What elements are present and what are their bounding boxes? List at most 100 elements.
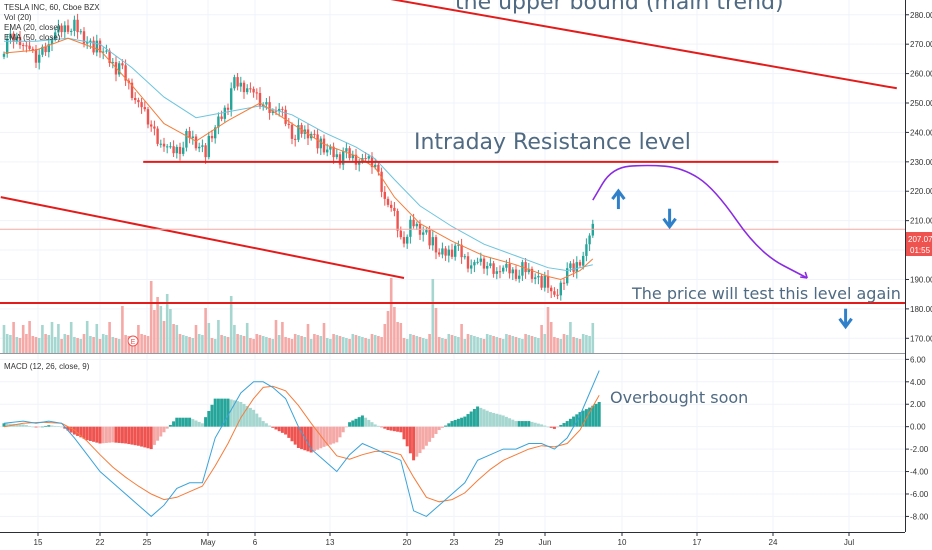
volume-bar: [473, 336, 476, 353]
candle-body: [172, 146, 175, 154]
volume-bar: [469, 335, 473, 353]
volume-bar: [137, 325, 140, 353]
volume-bar: [373, 335, 377, 353]
volume-bar: [213, 339, 217, 353]
lower-trendline: [0, 196, 405, 279]
time-axis-tick-label: 6: [253, 538, 258, 547]
time-axis-tick-label: 23: [450, 538, 459, 547]
candle-body: [428, 230, 431, 246]
volume-bar: [194, 325, 198, 353]
macd-histogram-bar: [149, 426, 153, 450]
volume-bar: [98, 339, 102, 353]
macd-histogram-bar: [258, 417, 262, 427]
candle-body: [105, 50, 108, 52]
volume-bar: [242, 336, 246, 353]
candle-body: [415, 223, 418, 227]
macd-pane: [0, 358, 905, 518]
macd-histogram-bar: [325, 426, 329, 446]
candle-body: [434, 237, 438, 253]
macd-histogram-bar: [152, 426, 156, 445]
volume-bar: [290, 339, 294, 353]
volume-bar: [5, 334, 9, 353]
symbol-label[interactable]: TESLA INC, 60, Cboe BZX: [4, 3, 100, 12]
macd-indicator-label[interactable]: MACD (12, 26, close, 9): [4, 362, 90, 371]
macd-histogram-bar: [245, 405, 249, 427]
macd-histogram-bar: [168, 424, 172, 427]
macd-axis-ticks: 6.00 4.00 2.00 0.00 -2.00 -4.00 -6.00 -8.00: [905, 355, 929, 521]
candle-body: [38, 54, 41, 63]
volume-bar: [226, 337, 230, 353]
volume-bar: [293, 334, 297, 353]
ema20-line: [3, 37, 594, 281]
macd-histogram-bar: [316, 426, 320, 450]
time-axis-tick-label: 17: [693, 538, 702, 547]
volume-bar: [412, 335, 415, 353]
candle-body: [255, 92, 258, 94]
volume-bar: [252, 339, 255, 353]
macd-histogram-bar: [415, 426, 419, 457]
macd-histogram-bar: [332, 426, 336, 444]
volume-bar: [559, 339, 563, 353]
volume-bar: [348, 339, 351, 353]
earnings-marker[interactable]: E: [127, 335, 139, 347]
candle-body: [377, 164, 380, 172]
macd-histogram-bar: [549, 426, 553, 428]
candle-body: [28, 45, 31, 49]
volume-bar: [63, 334, 67, 353]
candle-body: [380, 171, 383, 192]
macd-histogram-bar: [56, 426, 60, 427]
time-axis-tick-label: Jun: [539, 538, 552, 547]
volume-bar: [12, 322, 15, 353]
macd-histogram-bar: [348, 422, 352, 427]
macd-histogram-bar: [296, 426, 300, 448]
macd-histogram-bar: [408, 426, 412, 454]
candle-body: [2, 53, 6, 57]
macd-histogram-bar: [264, 423, 268, 427]
ema20-indicator-label[interactable]: EMA (20, close): [4, 23, 61, 32]
macd-histogram-bar: [597, 401, 601, 427]
time-axis-tick-label: 29: [495, 538, 504, 547]
macd-histogram-bar: [2, 423, 6, 427]
ema50-indicator-label[interactable]: EMA (50, close): [4, 33, 61, 42]
macd-histogram-bar: [405, 426, 409, 447]
volume-bar: [447, 334, 451, 353]
volume-indicator-label[interactable]: Vol (20): [4, 13, 32, 22]
candle-body: [566, 268, 569, 284]
candle-body: [156, 128, 159, 144]
volume-bar: [556, 338, 559, 353]
macd-histogram-bar: [220, 398, 224, 427]
price-axis[interactable]: 280.00 270.00 260.00 250.00 240.00 230.00 220.…: [905, 0, 932, 532]
candle-body: [572, 263, 575, 272]
candle-body: [207, 135, 210, 158]
candle-body: [12, 33, 15, 42]
volume-bar: [255, 334, 259, 353]
direction-arrows: [611, 188, 853, 330]
candle-body: [543, 275, 546, 288]
macd-histogram: [2, 398, 601, 461]
volume-bar: [181, 335, 185, 353]
price-axis-tick-label: 260.00: [910, 70, 932, 79]
candle-body: [92, 40, 95, 53]
volume-bar: [79, 339, 83, 353]
candle-body: [450, 249, 454, 257]
time-axis[interactable]: 15 22 25 May 6 13 20 23 29 Jun 10 17 24 Jul: [0, 532, 905, 547]
macd-histogram-bar: [287, 426, 291, 438]
macd-histogram-bar: [181, 417, 185, 427]
candle-body: [25, 45, 28, 47]
macd-histogram-bar: [309, 426, 313, 453]
candle-body: [358, 161, 361, 165]
candle-body: [470, 265, 473, 269]
volume-bar: [9, 335, 12, 353]
volume-bar: [188, 337, 191, 353]
candle-body: [498, 271, 502, 273]
projection-arc: [592, 164, 808, 279]
macd-histogram-bar: [130, 426, 134, 445]
macd-histogram-bar: [319, 426, 323, 449]
candle-body: [198, 146, 201, 149]
volume-bar: [165, 294, 169, 353]
volume-bar: [521, 339, 524, 353]
candle-body: [57, 25, 60, 33]
volume-bar: [172, 324, 175, 353]
candle-body: [399, 230, 402, 238]
